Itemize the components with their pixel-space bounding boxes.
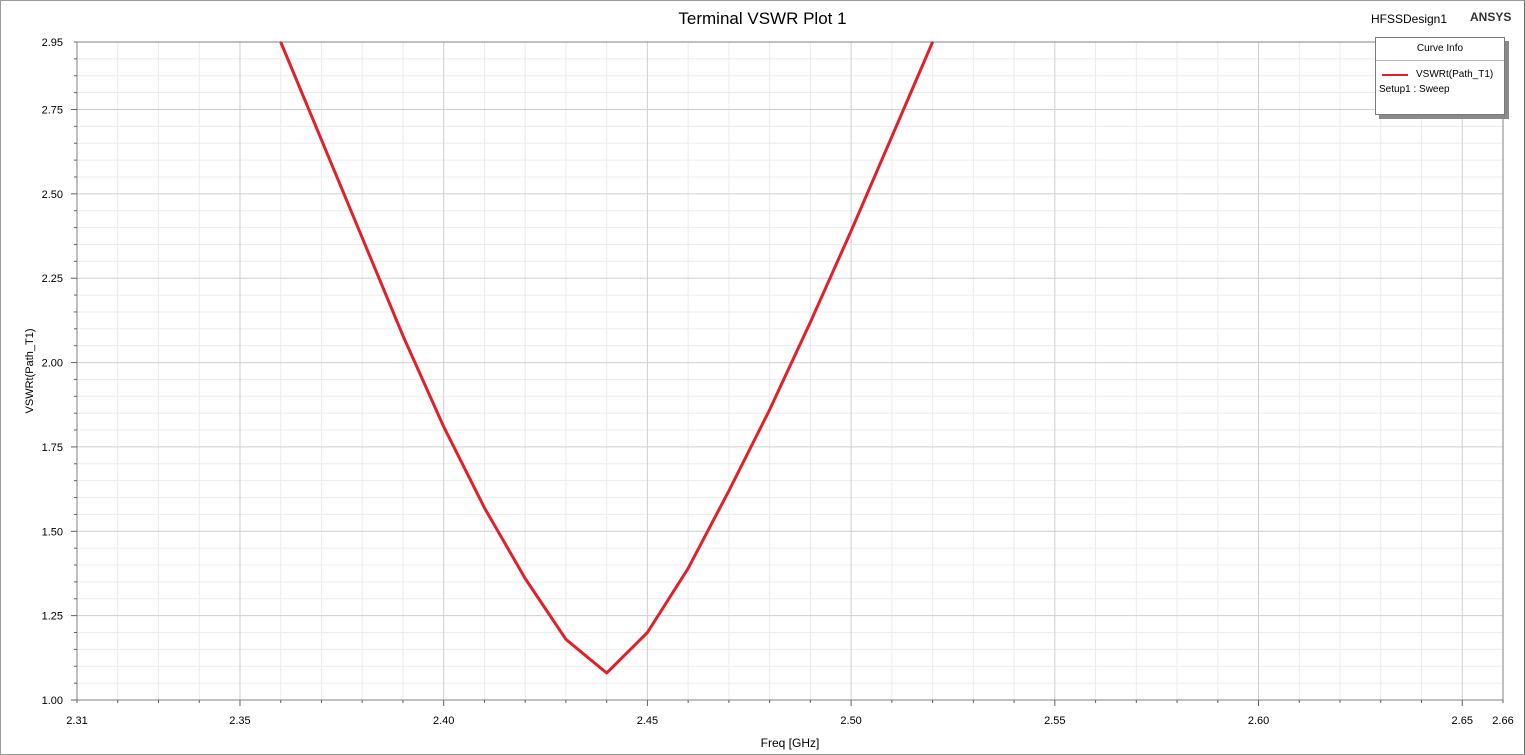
legend-entry[interactable]: VSWRt(Path_T1): [1376, 67, 1504, 83]
data-point: [524, 577, 526, 580]
axis-ticks: [71, 41, 1504, 706]
data-point: [483, 506, 486, 509]
design-name-label: HFSSDesign1: [1371, 12, 1448, 26]
data-point: [442, 425, 445, 428]
data-point: [728, 489, 730, 492]
data-point: [809, 321, 812, 323]
data-point: [279, 41, 282, 43]
data-point: [402, 334, 404, 337]
x-tick-label: 2.31: [66, 715, 87, 727]
plot-area-border: [76, 41, 1504, 701]
data-point: [850, 230, 852, 232]
data-point: [320, 139, 323, 141]
ansys-logo: ANSYS: [1470, 10, 1512, 24]
y-tick-label: 1.75: [42, 442, 63, 454]
legend-swatch-line: [1382, 74, 1408, 76]
data-point: [891, 135, 893, 138]
y-axis-label: VSWRt(Path_T1): [24, 329, 36, 414]
y-tick-label: 2.25: [42, 273, 63, 285]
y-axis-tick-labels: 1.00 1.25 1.50 1.75 2.00 2.25 2.50 2.75 2.95: [42, 37, 63, 707]
x-tick-label: 2.65: [1452, 715, 1473, 727]
x-axis-label: Freq [GHz]: [761, 736, 820, 750]
data-point: [565, 638, 567, 641]
x-tick-label: 2.40: [433, 715, 454, 727]
legend-setup-label: Setup1 : Sweep: [1379, 84, 1450, 95]
y-tick-label: 2.50: [42, 189, 63, 201]
data-point: [931, 41, 934, 43]
y-tick-label: 2.75: [42, 104, 63, 116]
y-tick-label: 2.95: [42, 37, 63, 49]
series-layer: [279, 41, 934, 675]
y-tick-label: 1.50: [42, 526, 63, 538]
x-tick-label: 2.35: [229, 715, 250, 727]
x-tick-label: 2.66: [1492, 715, 1513, 727]
data-point: [687, 567, 689, 570]
legend-series-name: VSWRt(Path_T1): [1416, 69, 1494, 80]
x-tick-label: 2.50: [840, 715, 861, 727]
plot-title: Terminal VSWR Plot 1: [678, 9, 847, 28]
data-point: [361, 236, 364, 239]
data-point: [605, 672, 608, 674]
x-tick-label: 2.60: [1248, 715, 1269, 727]
data-point: [768, 409, 771, 411]
curve-info-legend[interactable]: Curve Info VSWRt(Path_T1) Setup1 : Sweep: [1375, 37, 1505, 115]
y-tick-label: 1.00: [42, 695, 63, 707]
x-tick-label: 2.45: [637, 715, 658, 727]
x-axis-tick-labels: 2.31 2.35 2.40 2.45 2.50 2.55 2.60 2.65 2.66: [66, 715, 1513, 727]
major-grid: [77, 42, 1503, 701]
y-tick-label: 1.25: [42, 611, 63, 623]
minor-grid: [76, 41, 1504, 700]
data-point: [646, 631, 649, 634]
y-tick-label: 2.00: [42, 358, 63, 370]
x-tick-label: 2.55: [1044, 715, 1065, 727]
legend-title: Curve Info: [1376, 38, 1504, 61]
